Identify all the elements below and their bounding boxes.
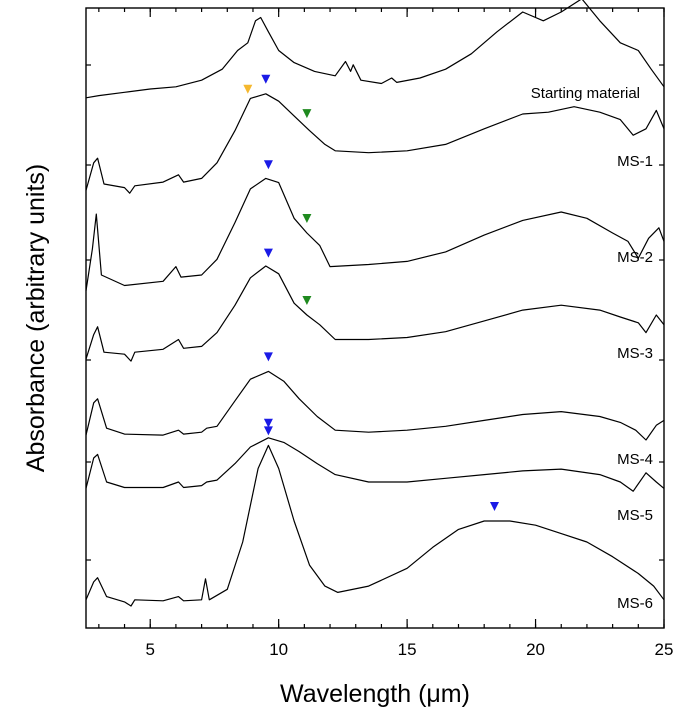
trace-label-ms-5: MS-5 (617, 507, 653, 524)
trace-label-ms-2: MS-2 (617, 249, 653, 266)
y-axis-title: Absorbance (arbitrary units) (22, 164, 50, 472)
x-tick-label: 15 (398, 640, 417, 659)
trace-label-ms-4: MS-4 (617, 451, 653, 468)
trace-labels-layer: Starting material MS-1 MS-2 MS-3 MS-4 MS-5 MS-… (531, 85, 653, 612)
peak-marker (263, 352, 273, 362)
peak-marker (243, 84, 253, 94)
trace-ms-6 (85, 444, 665, 607)
peak-marker (263, 248, 273, 258)
peak-marker (302, 296, 312, 305)
trace-starting-material (85, 0, 665, 99)
trace-label-ms-6: MS-6 (617, 595, 653, 612)
x-tick-label: 10 (269, 640, 288, 659)
trace-label-ms-1: MS-1 (617, 153, 653, 170)
peak-markers-layer (243, 74, 499, 511)
trace-label-starting-material: Starting material (531, 85, 640, 102)
trace-ms-2 (85, 177, 665, 291)
peak-marker (263, 426, 273, 436)
peak-marker (302, 109, 312, 119)
traces-layer (85, 0, 665, 607)
peak-marker (261, 74, 271, 84)
trace-ms-5 (85, 437, 665, 492)
x-axis-title: Wavelength (μm) (280, 680, 470, 708)
trace-label-ms-3: MS-3 (617, 345, 653, 362)
x-axis-ticks: 5 10 15 20 25 (98, 8, 674, 659)
trace-ms-3 (85, 265, 665, 362)
peak-marker (263, 418, 273, 428)
x-tick-label: 5 (145, 640, 154, 659)
x-tick-label: 25 (655, 640, 674, 659)
peak-marker (302, 214, 312, 223)
plot-frame (85, 7, 665, 629)
trace-ms-1 (85, 93, 665, 194)
peak-marker (263, 160, 273, 170)
peak-marker (490, 502, 499, 511)
trace-ms-4 (85, 370, 665, 441)
x-tick-label: 20 (526, 640, 545, 659)
y-axis-ticks (86, 64, 664, 561)
